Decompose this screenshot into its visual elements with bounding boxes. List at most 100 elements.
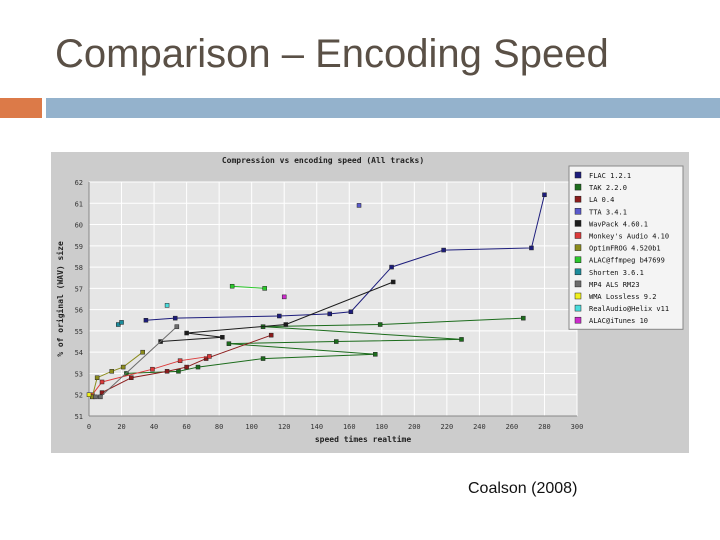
legend-swatch [574, 292, 582, 300]
chart-title: Compression vs encoding speed (All track… [222, 155, 424, 165]
legend-swatch [574, 208, 582, 215]
data-point [390, 279, 396, 285]
data-point [119, 320, 124, 325]
accent-bar-blue [46, 98, 720, 118]
x-tick-label: 40 [150, 423, 158, 431]
data-point [195, 364, 201, 370]
data-point [150, 366, 155, 372]
data-point [164, 369, 170, 374]
y-tick-label: 52 [75, 392, 83, 400]
x-tick-label: 300 [571, 423, 584, 431]
data-point [281, 294, 287, 300]
data-point [226, 341, 232, 346]
y-tick-label: 59 [75, 243, 83, 251]
y-tick-label: 54 [75, 349, 83, 357]
data-point [164, 303, 170, 308]
legend-swatch [574, 268, 582, 276]
data-point [93, 394, 98, 400]
x-tick-label: 140 [310, 423, 323, 431]
series-line [232, 285, 265, 289]
y-tick-label: 62 [75, 179, 83, 187]
legend-swatch [574, 304, 582, 312]
data-point [334, 339, 339, 344]
x-tick-label: 80 [215, 423, 223, 431]
x-tick-label: 120 [278, 423, 291, 431]
plot-area [89, 182, 577, 416]
y-tick-label: 55 [75, 328, 83, 336]
x-tick-label: 280 [538, 423, 551, 431]
data-point [140, 349, 145, 355]
data-point [542, 192, 547, 198]
data-point [98, 394, 103, 400]
legend-swatch [574, 195, 582, 203]
data-point [327, 311, 332, 317]
data-point [129, 375, 134, 380]
data-point [176, 369, 181, 374]
y-tick-label: 51 [75, 413, 83, 421]
data-point [99, 379, 105, 385]
data-point [120, 364, 126, 370]
data-point [94, 375, 100, 380]
data-point [377, 322, 383, 327]
y-tick-label: 58 [75, 264, 83, 272]
data-point [268, 332, 274, 338]
data-point [521, 315, 526, 321]
legend-swatch [574, 171, 582, 179]
data-point [109, 369, 115, 374]
y-tick-label: 53 [75, 370, 83, 378]
data-point [184, 364, 189, 370]
legend-label: MP4 ALS RM23 [589, 281, 640, 289]
y-tick-label: 56 [75, 307, 83, 315]
data-point [143, 318, 149, 323]
legend-swatch [574, 183, 582, 191]
series-line [101, 334, 272, 394]
legend-box [568, 165, 684, 330]
data-point [220, 335, 225, 340]
data-point [229, 283, 235, 289]
data-point [99, 390, 105, 395]
x-axis-label: speed times realtime [315, 434, 412, 444]
legend-label: RealAudio@Helix v11 [589, 305, 669, 313]
legend-label: TTA 3.4.1 [589, 208, 627, 216]
y-axis-label: % of original (WAV) size [55, 241, 65, 357]
x-tick-label: 200 [408, 423, 421, 431]
data-point [177, 358, 183, 363]
x-tick-label: 220 [441, 423, 454, 431]
x-tick-label: 100 [245, 423, 258, 431]
data-point [529, 245, 534, 251]
legend-label: WavPack 4.60.1 [589, 220, 648, 228]
citation: Coalson (2008) [468, 480, 578, 497]
legend-label: FLAC 1.2.1 [589, 172, 631, 180]
x-tick-label: 160 [343, 423, 356, 431]
encoding-speed-chart: 0 20 40 60 80 100 120 140 160 180 200 220 240 260 280 3… [51, 152, 689, 453]
legend-label: Monkey's Audio 4.10 [589, 233, 669, 241]
legend-label: Shorten 3.6.1 [589, 269, 644, 277]
slide-title: Comparison – Encoding Speed [55, 32, 609, 76]
legend-label: ALAC@ffmpeg b47699 [589, 257, 665, 265]
data-point [184, 330, 189, 336]
data-point [283, 322, 289, 327]
data-point [172, 315, 178, 321]
data-point [207, 354, 212, 359]
data-point [441, 247, 446, 253]
data-point [348, 309, 354, 315]
legend-label: WMA Lossless 9.2 [589, 293, 656, 301]
x-tick-label: 180 [375, 423, 388, 431]
legend-swatch [574, 244, 582, 251]
accent-bar-orange [0, 98, 42, 118]
data-point [389, 264, 394, 270]
legend-swatch [574, 220, 582, 227]
data-point [174, 324, 180, 329]
x-tick-label: 20 [117, 423, 125, 431]
x-tick-label: 0 [87, 423, 91, 431]
y-tick-label: 57 [75, 285, 83, 293]
data-point [277, 313, 282, 319]
x-tick-label: 260 [506, 423, 519, 431]
data-point [459, 337, 464, 342]
legend-swatch [574, 280, 582, 288]
x-tick-label: 60 [182, 423, 190, 431]
legend-swatch [574, 316, 582, 324]
legend-label: LA 0.4 [589, 196, 614, 204]
y-tick-label: 60 [75, 222, 83, 230]
legend-label: ALAC@iTunes 10 [589, 317, 648, 325]
